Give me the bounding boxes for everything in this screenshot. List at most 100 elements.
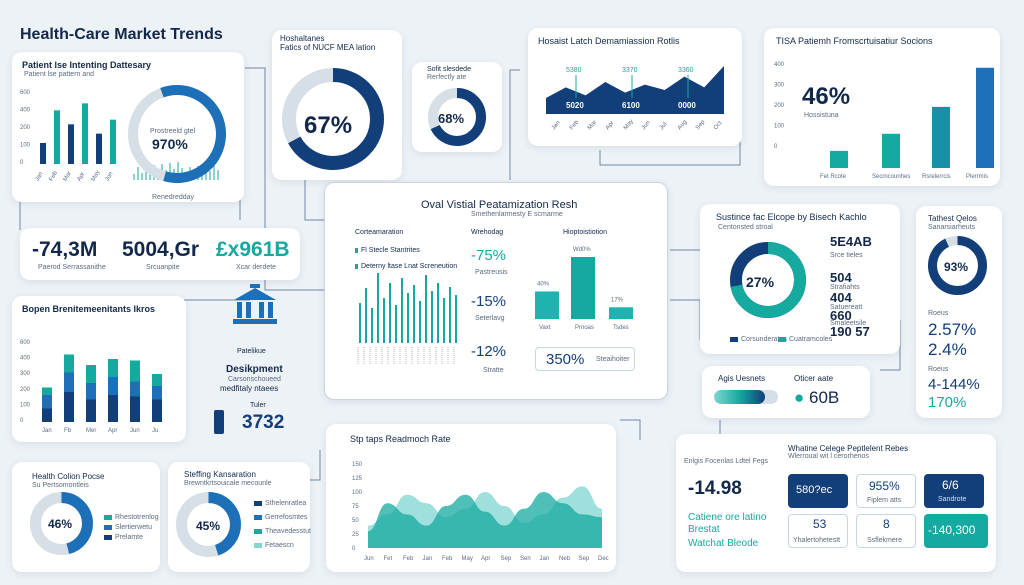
enrollment-subtitle: Patient lse pattern and: [24, 71, 95, 78]
bars-open-stacked-chart: 600 400 300 200 100 0 Jan Fb Mer Apr Jun Ju: [20, 340, 162, 434]
enrollment-bar: [82, 103, 88, 164]
readmission-area-chart: 150 125 100 75 50 25 0 Jun Fet Feb Jan Feb May Apr Sep…: [352, 462, 609, 562]
tisa-x-tick: Fet Rcote: [820, 174, 847, 180]
kpi-value-2: 5004,Gr: [122, 238, 200, 261]
sustain-panel: Sustince fac Elcope by Bisech Kachlo Cen…: [700, 204, 900, 354]
readmission-x-tick: Neb: [559, 556, 571, 562]
center-bar: [437, 283, 439, 343]
latch-value-label: 6100: [622, 101, 640, 110]
market-tile-3: 6/6 Sandrote: [924, 474, 984, 508]
center-legend-1: Fl Stecle Stantrites: [355, 247, 420, 254]
sustain-arc: [730, 242, 806, 318]
center-bar: [401, 278, 403, 343]
readmission-x-tick: Sep: [501, 556, 512, 562]
readmission-y-tick: 125: [352, 476, 363, 482]
tisa-value: 46%: [802, 83, 851, 110]
sustain-fig-3: 404: [830, 290, 852, 305]
sustain-donut: [730, 242, 806, 318]
kpi-value-1: -74,3M: [32, 238, 98, 261]
market-value: -14.98: [688, 478, 742, 499]
development-sub-1: Carsonschoueed: [228, 376, 281, 383]
latch-x-tick: Jun: [641, 120, 652, 131]
market-label-top: Enlgis Focenlas Ldtel Fegs: [684, 458, 769, 465]
readmission-x-tick: Apr: [481, 556, 490, 562]
center-bottom-label: Steaihoiter: [596, 356, 630, 363]
center-stat-foot: Stratte: [483, 367, 504, 374]
mini-bar-chart: 40% Vaxt Wd0% Prnoas 17% Tsdes: [535, 247, 633, 331]
center-title: Oval Vistial Peatamization Resh: [421, 199, 578, 211]
bars-open-x-tick: Mer: [86, 428, 96, 434]
staffing-legend-2: Gerrefosmtes: [254, 514, 307, 521]
center-bar: [365, 288, 367, 343]
mini-x-tick: Tsdes: [613, 325, 629, 331]
kpi-row: -74,3M Paerod Serrassanithe 5004,Gr Srcu…: [20, 228, 300, 280]
agile-other-value: ● 60B: [794, 388, 840, 407]
health-donut: [30, 492, 93, 555]
tisa-bar: [882, 133, 900, 168]
kpi-label-3: Xcar derdete: [236, 264, 277, 271]
enrollment-x-tick: Mar: [63, 171, 73, 183]
mini-bar: [609, 307, 633, 319]
kpi-value-3: £x961B: [216, 238, 290, 261]
center-bar: [389, 283, 391, 343]
latch-x-tick: Jul: [659, 122, 669, 132]
gauge-small-panel: Sofit slesdede Rerfectly ate 68%: [412, 62, 502, 152]
tuler-marker: [214, 410, 224, 434]
readmission-y-tick: 75: [352, 504, 359, 510]
tisa-bar: [976, 67, 994, 168]
center-legend-title: Corteamaration: [355, 229, 404, 236]
sustain-fig-3-label: Satuereatt: [830, 304, 863, 311]
rate-subtitle: Sanarsiarheuts: [928, 224, 976, 231]
latch-x-tick: Mar: [587, 120, 598, 132]
enrollment-bar: [54, 110, 60, 164]
bank-icon: [233, 284, 277, 324]
sustain-fig-4-label: Smaleetsile: [830, 320, 867, 327]
readmission-y-tick: 100: [352, 490, 363, 496]
center-bar: [383, 298, 385, 343]
agile-label: Agis Uesnets: [718, 374, 766, 383]
tuler-label: Tuler: [250, 402, 266, 409]
readmission-panel: Stp taps Readmoch Rate 150 125 100 75 50 25 0 J…: [326, 424, 616, 572]
agile-progress-fill: [714, 390, 766, 404]
development-title: Desikpment: [226, 364, 283, 375]
tisa-y-tick: 300: [774, 83, 785, 89]
center-bar: [419, 301, 421, 343]
gauge-small-subtitle: Rerfectly ate: [427, 74, 467, 81]
center-bottom-value: 350%: [546, 351, 585, 368]
readmission-title: Stp taps Readmoch Rate: [350, 434, 451, 444]
readmission-y-tick: 150: [352, 462, 363, 468]
agile-panel: Agis Uesnets Oticer aate ● 60B: [702, 366, 870, 418]
enrollment-bar: [110, 119, 116, 164]
health-arc: [30, 492, 93, 555]
staffing-legend-3: Theavedesstut: [254, 528, 311, 535]
rate-label-c: Roeus: [928, 366, 949, 373]
bars-open-title: Bopen Brenitemeenitants Ikros: [22, 304, 156, 314]
readmission-x-tick: Sen: [520, 556, 531, 562]
center-bar: [449, 287, 451, 343]
mini-bar: [571, 257, 595, 319]
bars-open-y-tick: 200: [20, 387, 31, 393]
enrollment-caption: Renedredday: [152, 194, 195, 201]
staffing-legend-1: Sthelenratlea: [254, 500, 306, 507]
readmission-area-series: [368, 492, 602, 548]
bars-open-x-tick: Fb: [64, 428, 72, 434]
enrollment-x-tick: Jan: [35, 171, 45, 182]
mini-value-label: Wd0%: [573, 247, 591, 253]
readmission-x-tick: Dec: [598, 556, 609, 562]
latch-peak-label: 3360: [678, 67, 694, 74]
latch-value-label: 0000: [678, 101, 696, 110]
rate-label-a: Roeus: [928, 310, 949, 317]
gauge-main-donut: [282, 68, 384, 170]
sustain-donut-value: 27%: [746, 274, 775, 290]
readmission-x-tick: Feb: [442, 556, 453, 562]
staffing-subtitle: Brewntkrtsouicale mecounle: [184, 480, 272, 487]
enrollment-bar-chart: 600 400 200 100 0 Jan Feb Mar Apr May Jun: [20, 84, 226, 183]
center-bar: [395, 305, 397, 343]
enrollment-donut-value: 970%: [152, 136, 188, 152]
tisa-x-tick: Rsrelerrcis: [922, 174, 951, 180]
center-bar: [407, 293, 409, 343]
gauge-small-value: 68%: [438, 111, 465, 126]
rate-value-a: 2.57%: [928, 320, 977, 339]
market-tile-4: 53 Yhalertohetestt: [788, 514, 848, 548]
staffing-donut-value: 45%: [196, 519, 221, 533]
